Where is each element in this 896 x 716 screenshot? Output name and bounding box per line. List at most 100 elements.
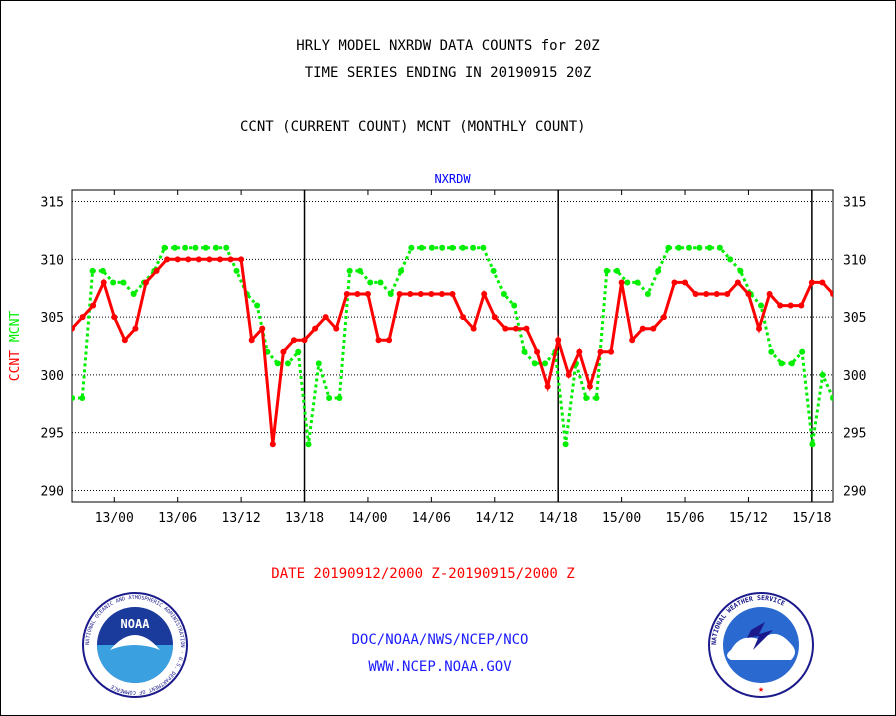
date-range-label: DATE 20190912/2000 Z-20190915/2000 Z xyxy=(271,566,575,582)
data-point-ccnt xyxy=(248,337,255,344)
data-point-ccnt xyxy=(100,279,107,286)
data-point-mcnt xyxy=(367,279,374,286)
data-point-mcnt xyxy=(295,348,302,355)
data-point-ccnt xyxy=(808,279,815,286)
y-axis-label: CCNT MCNT xyxy=(8,311,23,382)
data-point-ccnt xyxy=(502,325,509,332)
data-point-mcnt xyxy=(716,244,723,251)
x-tick-label: 14/00 xyxy=(348,511,387,526)
star-icon: ★ xyxy=(758,684,764,695)
data-point-mcnt xyxy=(99,267,106,274)
data-point-ccnt xyxy=(660,314,667,321)
data-point-ccnt xyxy=(301,337,308,344)
data-point-ccnt xyxy=(227,256,234,263)
data-point-ccnt xyxy=(586,383,593,390)
data-point-mcnt xyxy=(490,267,497,274)
data-point-mcnt xyxy=(326,395,333,401)
data-point-mcnt xyxy=(644,291,651,297)
data-point-mcnt xyxy=(655,267,662,274)
data-point-mcnt xyxy=(72,395,75,401)
data-point-ccnt xyxy=(756,325,763,332)
data-point-ccnt xyxy=(798,302,805,309)
data-point-mcnt xyxy=(614,267,621,274)
data-point-ccnt xyxy=(491,314,498,321)
data-point-mcnt xyxy=(284,360,291,367)
data-point-ccnt xyxy=(682,279,689,286)
y-tick-label-left: 315 xyxy=(41,196,64,211)
data-point-ccnt xyxy=(164,256,171,263)
x-tick-label: 13/12 xyxy=(222,511,261,526)
lightning-icon xyxy=(747,622,773,650)
data-point-ccnt xyxy=(438,291,445,297)
data-point-ccnt xyxy=(72,325,75,332)
data-point-mcnt xyxy=(696,244,703,251)
y-tick-label-right: 295 xyxy=(843,427,866,442)
data-point-ccnt xyxy=(417,291,424,297)
data-point-ccnt xyxy=(724,291,731,297)
data-point-ccnt xyxy=(703,291,710,297)
data-point-mcnt xyxy=(542,360,549,367)
y-tick-label-right: 300 xyxy=(843,369,866,384)
data-point-mcnt xyxy=(470,244,477,251)
data-point-mcnt xyxy=(305,441,312,448)
data-point-mcnt xyxy=(130,291,137,297)
data-point-mcnt xyxy=(161,244,168,251)
data-point-ccnt xyxy=(396,291,403,297)
chart-title-line2: TIME SERIES ENDING IN 20190915 20Z xyxy=(304,65,592,81)
data-point-ccnt xyxy=(280,348,287,355)
data-point-mcnt xyxy=(727,256,734,263)
data-point-mcnt xyxy=(686,244,693,251)
data-point-mcnt xyxy=(480,244,487,251)
data-point-ccnt xyxy=(787,302,794,309)
data-point-ccnt xyxy=(206,256,213,263)
data-point-ccnt xyxy=(629,337,636,344)
data-point-ccnt xyxy=(650,325,657,332)
data-point-mcnt xyxy=(346,267,353,274)
data-point-ccnt xyxy=(428,291,435,297)
data-point-mcnt xyxy=(223,244,230,251)
noaa-logo-label: NOAA xyxy=(121,617,151,631)
data-point-mcnt xyxy=(418,244,425,251)
data-point-ccnt xyxy=(132,325,139,332)
data-point-mcnt xyxy=(274,360,281,367)
y-tick-label-right: 315 xyxy=(843,196,866,211)
data-point-mcnt xyxy=(439,244,446,251)
data-point-mcnt xyxy=(408,244,415,251)
data-point-mcnt xyxy=(377,279,384,286)
data-point-mcnt xyxy=(356,267,363,274)
data-point-ccnt xyxy=(343,291,350,297)
y-tick-label-left: 310 xyxy=(41,253,64,268)
data-point-ccnt xyxy=(195,256,202,263)
data-point-mcnt xyxy=(192,244,199,251)
data-point-ccnt xyxy=(745,291,752,297)
y-tick-label-right: 310 xyxy=(843,253,866,268)
data-point-ccnt xyxy=(259,325,266,332)
data-point-mcnt xyxy=(398,267,405,274)
data-point-mcnt xyxy=(737,267,744,274)
y-tick-label-right: 305 xyxy=(843,311,866,326)
data-point-mcnt xyxy=(511,302,518,309)
data-point-ccnt xyxy=(90,302,97,309)
x-tick-label: 15/06 xyxy=(665,511,704,526)
data-point-ccnt xyxy=(153,267,160,274)
data-point-ccnt xyxy=(238,256,245,263)
data-point-ccnt xyxy=(713,291,720,297)
y-tick-label-left: 300 xyxy=(41,369,64,384)
data-point-mcnt xyxy=(110,279,117,286)
data-point-ccnt xyxy=(142,279,149,286)
data-point-mcnt xyxy=(120,279,127,286)
series-line-ccnt xyxy=(72,257,833,445)
data-point-mcnt xyxy=(830,395,833,401)
data-point-ccnt xyxy=(333,325,340,332)
y-axis-label-ccnt: CCNT xyxy=(8,350,23,381)
x-tick-label: 13/06 xyxy=(158,511,197,526)
data-point-ccnt xyxy=(576,348,583,355)
data-point-ccnt xyxy=(79,314,86,321)
data-point-mcnt xyxy=(788,360,795,367)
data-point-mcnt xyxy=(583,395,590,401)
y-tick-label-right: 290 xyxy=(843,484,866,499)
data-point-ccnt xyxy=(312,325,319,332)
plot-border xyxy=(71,189,834,503)
data-point-mcnt xyxy=(634,279,641,286)
